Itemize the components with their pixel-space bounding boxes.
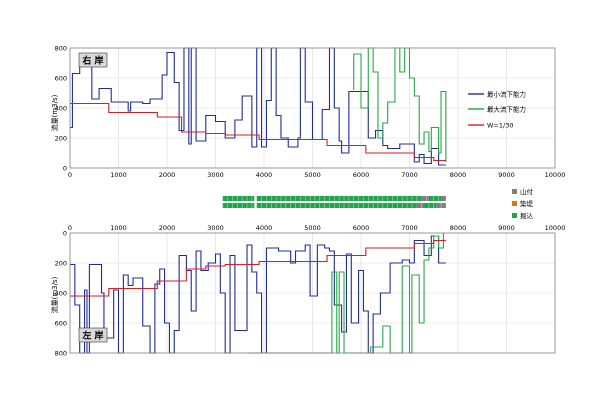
x-tick-label: 10000 xyxy=(545,171,566,179)
y-tick-label: 0 xyxy=(63,164,67,172)
y-tick-label: 400 xyxy=(55,104,67,112)
top-series xyxy=(70,47,447,166)
series-line-min-capacity xyxy=(70,235,446,354)
bank-type-segment-yamatsuki xyxy=(441,196,446,201)
top-ylabel: 流量(m3/s) xyxy=(50,94,59,131)
bottom-ylabel: 流量(m3/s) xyxy=(50,276,59,313)
series-line-w130 xyxy=(70,239,446,297)
y-tick-label: 600 xyxy=(55,74,67,82)
x-tick-label: 1000 xyxy=(110,224,127,232)
bottom-x-tick-labels: 0 1000 2000 3000 4000 5000 6000 7000 8000 9000 100… xyxy=(68,224,565,232)
x-tick-label: 5000 xyxy=(304,171,321,179)
legend-label-max: 最大流下能力 xyxy=(487,105,526,114)
y-tick-label: 400 xyxy=(55,289,67,297)
bank-type-segment-horikomi xyxy=(424,203,437,208)
top-plot-frame xyxy=(69,47,556,169)
x-tick-label: 7000 xyxy=(401,171,418,179)
x-tick-label: 9000 xyxy=(498,224,515,232)
right-bank-label-box xyxy=(78,52,108,68)
top-x-tick-labels: 0 1000 2000 3000 4000 5000 6000 7000 8000 9000 100… xyxy=(68,171,565,179)
series-line-w130 xyxy=(70,102,446,162)
x-tick-label: 3000 xyxy=(207,171,224,179)
legend-label-w130: W=1/30 xyxy=(487,122,513,130)
bank-type-segment-horikomi xyxy=(222,203,255,208)
bottom-grid xyxy=(70,233,555,353)
x-tick-label: 6000 xyxy=(353,224,370,232)
bottom-plot-frame xyxy=(69,232,556,354)
bank-type-segment-yamatsuki xyxy=(416,203,425,208)
x-tick-label: 0 xyxy=(68,224,72,232)
series-line-min-capacity xyxy=(70,47,446,166)
bottom-y-tick-labels: 0 200 400 600 800 xyxy=(55,229,67,357)
top-legend: 最小流下能力 最大流下能力 W=1/30 xyxy=(468,90,526,130)
bank-type-strip: 山付 築堤 掘込 xyxy=(222,187,534,220)
right-bank-label: 右 岸 xyxy=(81,55,103,67)
series-line-max-capacity xyxy=(353,47,447,162)
legend-label-min: 最小流下能力 xyxy=(487,90,526,99)
y-tick-label: 800 xyxy=(55,44,67,52)
legend-swatch-chikutei xyxy=(512,201,517,206)
bank-type-segment-horikomi xyxy=(428,196,442,201)
y-tick-label: 200 xyxy=(55,134,67,142)
left-bank-chart: 0 1000 2000 3000 4000 5000 6000 7000 8000 9000 100… xyxy=(50,224,565,357)
top-y-tick-labels: 0 200 400 600 800 xyxy=(55,44,67,172)
x-tick-label: 6000 xyxy=(353,171,370,179)
x-tick-label: 2000 xyxy=(159,224,176,232)
y-tick-label: 800 xyxy=(55,349,67,357)
x-tick-label: 4000 xyxy=(256,224,273,232)
legend-label-yamatsuki: 山付 xyxy=(520,187,534,196)
bank-type-segment-horikomi xyxy=(222,196,255,201)
x-tick-label: 9000 xyxy=(498,171,515,179)
x-tick-label: 4000 xyxy=(256,171,273,179)
legend-swatch-yamatsuki xyxy=(512,189,517,194)
x-tick-label: 7000 xyxy=(401,224,418,232)
left-bank-label: 左 岸 xyxy=(81,330,103,342)
bank-type-segment-yamatsuki xyxy=(421,196,429,201)
legend-label-chikutei: 築堤 xyxy=(520,199,534,208)
x-tick-label: 5000 xyxy=(304,224,321,232)
x-tick-label: 0 xyxy=(68,171,72,179)
series-line-max-capacity xyxy=(247,233,445,354)
legend-label-horikomi: 掘込 xyxy=(520,211,534,220)
x-tick-label: 1000 xyxy=(110,171,127,179)
bank-type-segment-horikomi xyxy=(256,203,417,208)
x-tick-label: 8000 xyxy=(450,224,467,232)
x-tick-label: 10000 xyxy=(545,224,566,232)
bank-type-legend: 山付 築堤 掘込 xyxy=(512,187,534,220)
x-tick-label: 2000 xyxy=(159,171,176,179)
x-tick-label: 3000 xyxy=(207,224,224,232)
bank-type-bars xyxy=(222,196,446,208)
left-bank-label-box xyxy=(78,327,108,343)
y-tick-label: 200 xyxy=(55,259,67,267)
legend-swatch-horikomi xyxy=(512,213,517,218)
x-tick-label: 8000 xyxy=(450,171,467,179)
y-tick-label: 0 xyxy=(63,229,67,237)
y-tick-label: 600 xyxy=(55,319,67,327)
right-bank-chart: 0 1000 2000 3000 4000 5000 6000 7000 8000 9000 100… xyxy=(50,44,565,179)
